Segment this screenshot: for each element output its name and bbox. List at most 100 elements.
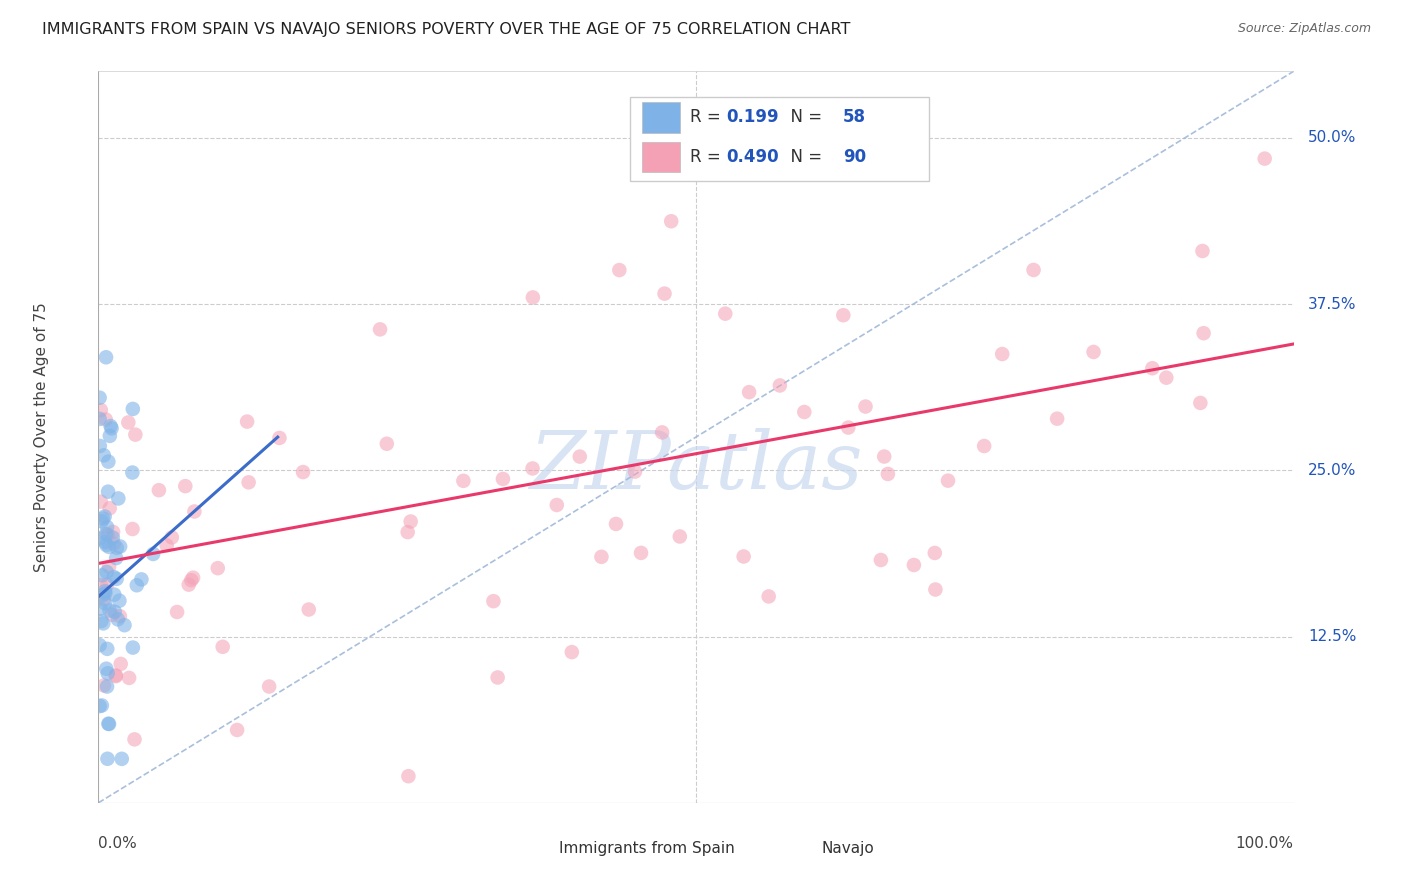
Point [924,582,946,597]
Point [453,474,475,488]
Text: 50.0%: 50.0% [1308,130,1357,145]
Point [93,678,115,692]
Point [90,494,112,508]
Point [96,520,118,534]
Point [89,532,111,546]
Point [630,546,652,560]
Point [105,572,128,586]
Point [91,511,114,525]
FancyBboxPatch shape [643,102,681,133]
Point [90,403,112,417]
Text: 90: 90 [844,148,866,166]
FancyBboxPatch shape [520,838,555,859]
Point [298,602,321,616]
Point [1083,345,1105,359]
Point [832,308,855,322]
Point [101,524,124,539]
Point [89,412,111,426]
Point [124,732,146,747]
Point [522,461,544,475]
Text: 0.199: 0.199 [725,109,779,127]
Point [973,439,995,453]
Point [96,565,118,579]
Point [738,385,761,400]
Point [94,527,117,541]
Point [131,573,153,587]
Point [177,577,200,591]
Point [89,391,111,405]
Point [93,592,115,607]
Point [91,588,114,602]
Point [396,525,419,540]
Point [837,420,859,434]
Point [101,607,124,622]
Point [89,638,111,652]
Point [375,436,398,450]
Point [180,573,202,587]
Point [1022,263,1045,277]
Point [1142,361,1164,376]
Point [125,578,148,592]
Point [568,450,591,464]
Point [97,716,120,731]
Point [591,549,613,564]
Point [98,717,121,731]
Text: R =: R = [690,148,725,166]
FancyBboxPatch shape [643,142,681,172]
Point [122,640,145,655]
Point [924,546,946,560]
Point [903,558,925,572]
Point [211,640,233,654]
Point [96,752,118,766]
Point [89,602,111,616]
Point [769,378,792,392]
Text: 0.0%: 0.0% [98,836,138,851]
Point [89,439,111,453]
Point [96,641,118,656]
Point [90,698,112,713]
Point [1156,370,1178,384]
Point [121,401,143,416]
Text: Source: ZipAtlas.com: Source: ZipAtlas.com [1237,22,1371,36]
Point [105,551,128,566]
Point [107,612,129,626]
Text: Immigrants from Spain: Immigrants from Spain [558,840,734,855]
Point [100,421,122,435]
Point [96,538,118,552]
Point [108,540,131,554]
Point [114,618,136,632]
Point [111,752,134,766]
Point [1253,152,1275,166]
Point [94,351,117,365]
Point [117,416,139,430]
Point [91,568,114,582]
Point [104,669,127,683]
Point [96,578,118,592]
Point [654,286,676,301]
Point [121,466,143,480]
Text: 25.0%: 25.0% [1308,463,1357,478]
Point [873,450,896,464]
Point [94,412,117,426]
Point [98,429,121,443]
Point [793,405,815,419]
Point [97,484,120,499]
Point [93,448,115,462]
Point [97,666,120,681]
Point [103,570,125,584]
Point [561,645,583,659]
Point [89,699,111,714]
Point [166,605,188,619]
Point [90,578,112,592]
Point [877,467,900,481]
Point [94,584,117,599]
Point [1046,411,1069,425]
Text: ZIPatlas: ZIPatlas [529,427,863,505]
Point [96,680,118,694]
Point [607,263,630,277]
Point [669,529,692,543]
Point [94,586,117,600]
Point [103,588,125,602]
Point [486,671,509,685]
Point [236,415,259,429]
